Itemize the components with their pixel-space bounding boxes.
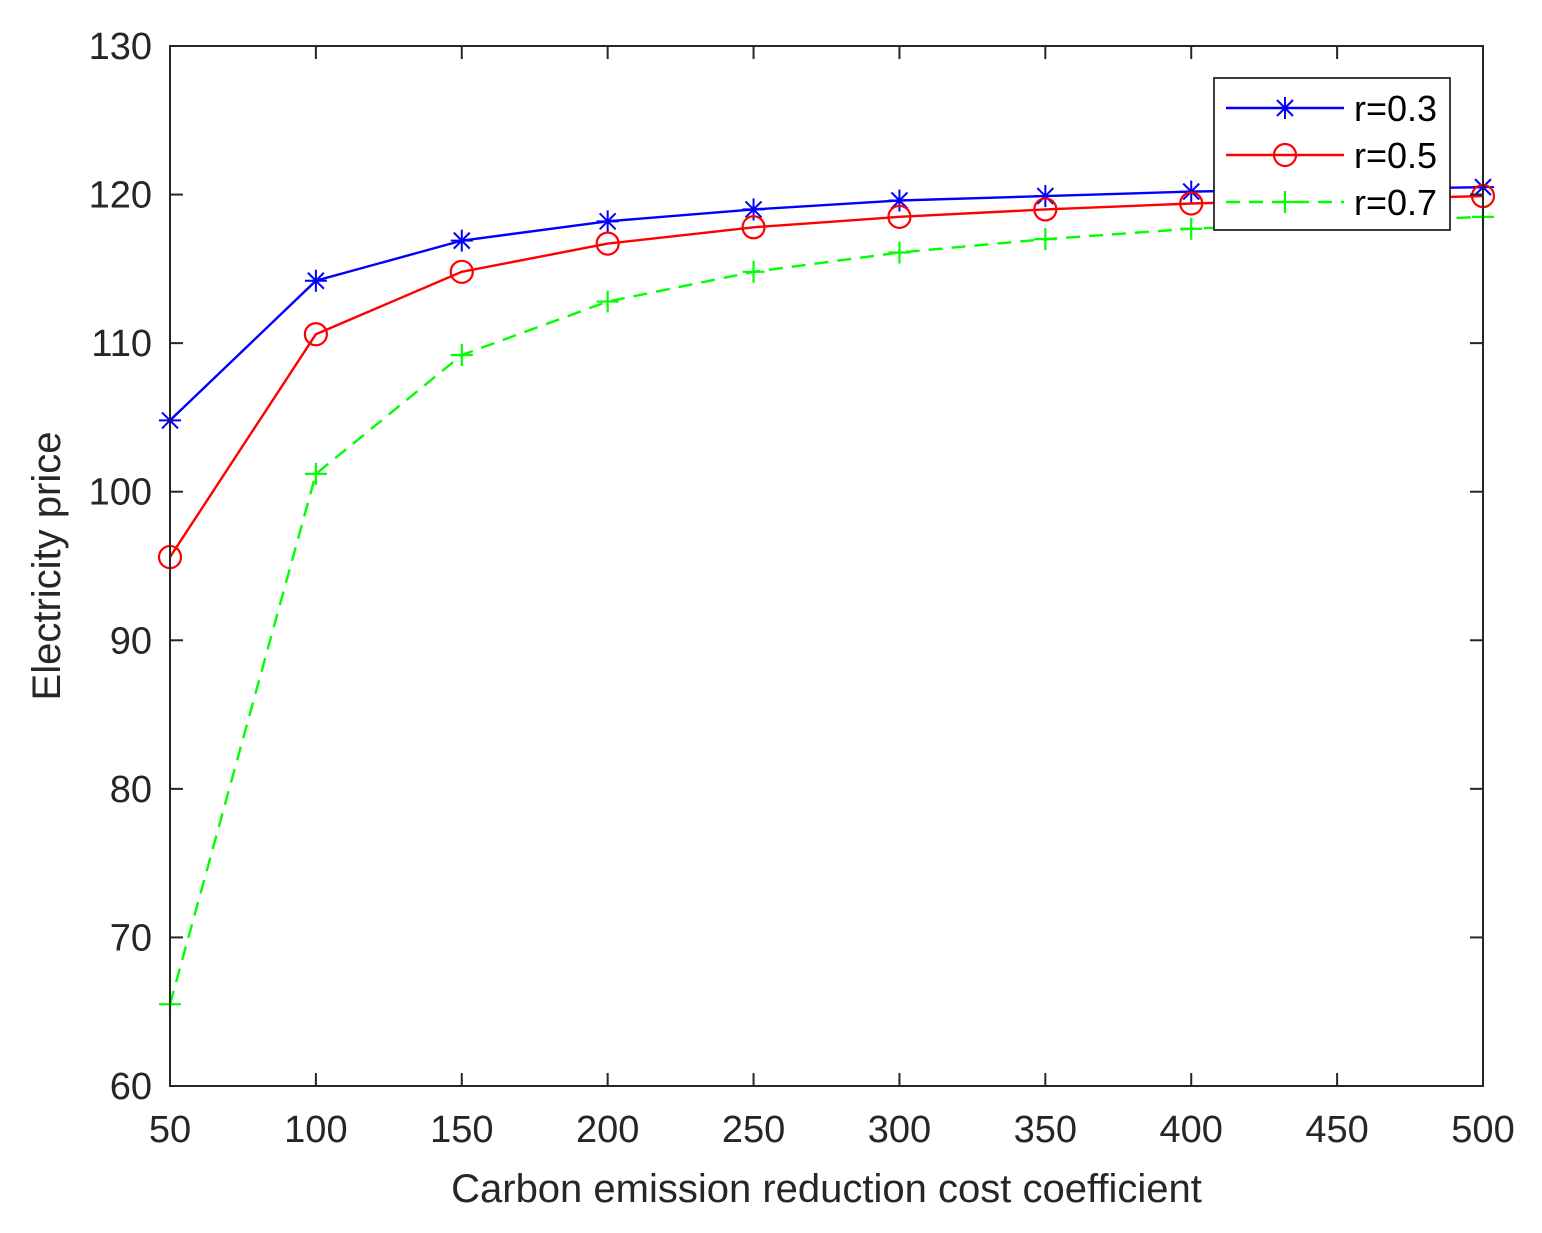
data-point — [741, 215, 766, 240]
data-point — [1034, 185, 1057, 208]
x-tick-label: 150 — [430, 1109, 493, 1151]
x-tick-label: 50 — [149, 1109, 191, 1151]
y-tick-label: 60 — [110, 1066, 152, 1108]
x-tick-label: 350 — [1014, 1109, 1077, 1151]
data-point — [450, 229, 473, 252]
y-tick-label: 90 — [110, 620, 152, 662]
data-point — [1033, 197, 1058, 222]
y-tick-label: 80 — [110, 769, 152, 811]
data-point — [596, 290, 619, 313]
y-axis: 60 70 80 90 100 110 120 130 — [89, 26, 1483, 1108]
data-point — [1034, 228, 1057, 251]
y-tick-label: 130 — [89, 26, 152, 68]
legend-marker — [1274, 191, 1296, 213]
y-tick-label: 100 — [89, 472, 152, 514]
data-point — [596, 210, 619, 233]
legend-label: r=0.7 — [1354, 182, 1437, 223]
series-r=0.5 — [157, 183, 1496, 570]
data-point — [742, 260, 765, 283]
data-point — [1180, 217, 1203, 240]
x-tick-label: 300 — [868, 1109, 931, 1151]
axes-box — [169, 45, 1484, 1087]
legend-item: r=0.5 — [1226, 135, 1437, 176]
data-point — [1179, 191, 1204, 216]
data-point — [304, 462, 327, 485]
data-point — [887, 204, 912, 229]
data-point — [449, 259, 474, 284]
data-point — [304, 269, 327, 292]
x-tick-label: 400 — [1160, 1109, 1223, 1151]
legend-label: r=0.5 — [1354, 135, 1437, 176]
series-line — [168, 194, 1484, 558]
x-axis-title: Carbon emission reduction cost coefficie… — [451, 1167, 1202, 1211]
legend-marker — [1272, 142, 1298, 168]
y-axis-title: Electricity price — [25, 432, 69, 701]
legend-item: r=0.3 — [1226, 88, 1437, 129]
x-tick-label: 200 — [576, 1109, 639, 1151]
data-point — [303, 322, 328, 347]
x-axis: 50 100 150 200 250 300 350 400 450 500 — [149, 46, 1515, 1151]
x-tick-label: 100 — [284, 1109, 347, 1151]
legend-marker — [1274, 97, 1296, 119]
x-tick-label: 450 — [1305, 1109, 1368, 1151]
y-tick-label: 110 — [91, 323, 152, 365]
data-point — [888, 241, 911, 264]
data-point — [595, 231, 620, 256]
x-tick-label: 500 — [1451, 1109, 1514, 1151]
data-point — [450, 344, 473, 367]
legend: r=0.3 r=0.5 r=0.7 — [1213, 77, 1451, 231]
data-point — [888, 189, 911, 212]
x-tick-label: 250 — [722, 1109, 785, 1151]
legend-item: r=0.7 — [1226, 182, 1437, 223]
legend-label: r=0.3 — [1354, 88, 1437, 129]
y-tick-label: 70 — [110, 917, 152, 959]
y-tick-label: 120 — [89, 175, 152, 217]
